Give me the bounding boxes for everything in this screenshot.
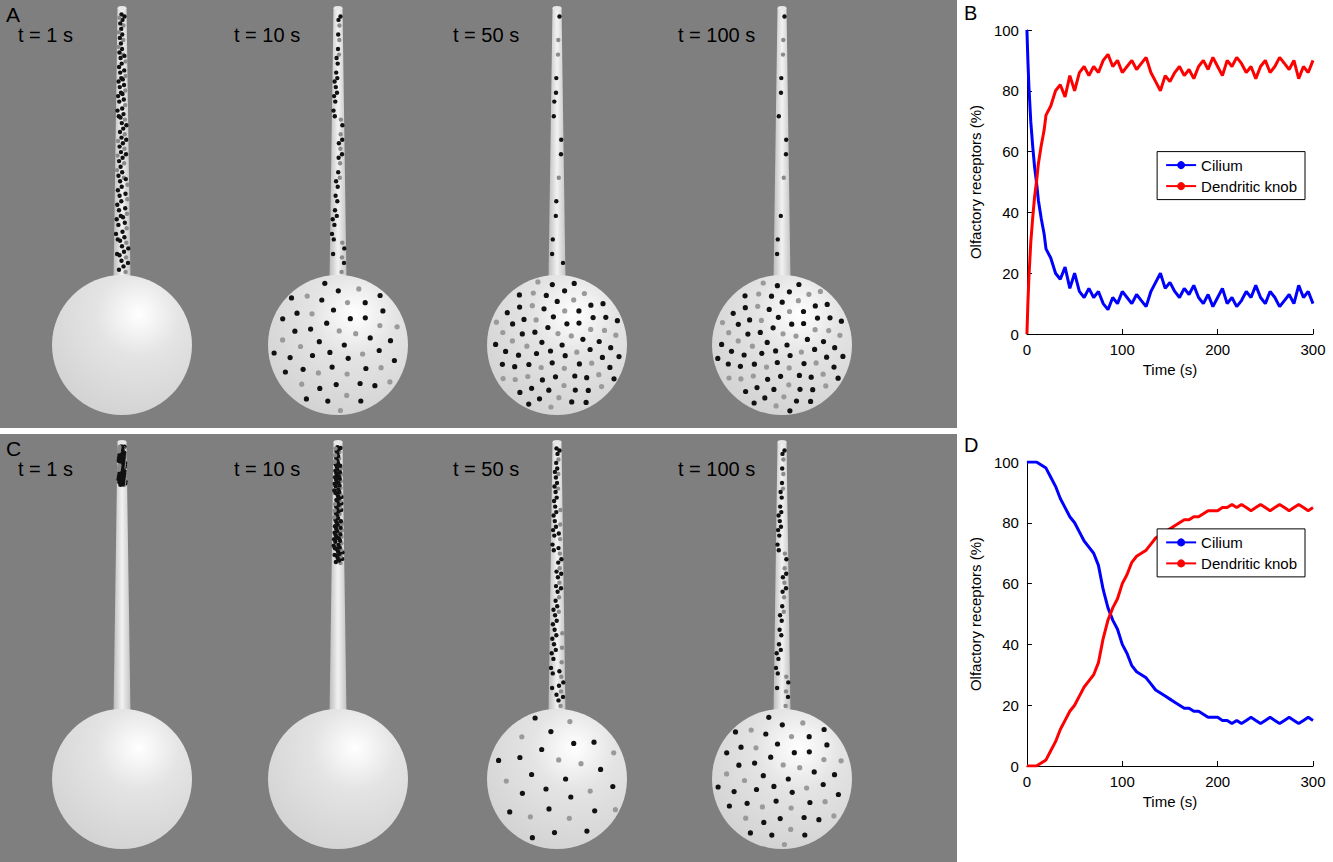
svg-text:Time (s): Time (s) xyxy=(1143,793,1197,810)
svg-text:t = 50 s: t = 50 s xyxy=(453,24,519,46)
svg-text:Olfactory receptors (%): Olfactory receptors (%) xyxy=(967,105,984,259)
svg-text:Olfactory receptors (%): Olfactory receptors (%) xyxy=(967,537,984,691)
svg-text:Dendritic knob: Dendritic knob xyxy=(1201,555,1297,572)
svg-text:Time (s): Time (s) xyxy=(1143,361,1197,378)
svg-text:40: 40 xyxy=(1002,636,1019,653)
svg-text:t = 1 s: t = 1 s xyxy=(18,458,73,480)
svg-text:100: 100 xyxy=(1110,773,1135,790)
svg-text:100: 100 xyxy=(994,22,1019,39)
svg-text:t = 1 s: t = 1 s xyxy=(18,24,73,46)
html-text:D: D xyxy=(964,434,979,456)
svg-text:0: 0 xyxy=(1023,773,1031,790)
svg-text:t = 10 s: t = 10 s xyxy=(234,458,300,480)
svg-text:0: 0 xyxy=(1023,341,1031,358)
svg-text:200: 200 xyxy=(1205,341,1230,358)
svg-text:0: 0 xyxy=(1011,758,1019,775)
svg-text:t = 100 s: t = 100 s xyxy=(678,458,755,480)
svg-text:60: 60 xyxy=(1002,575,1019,592)
svg-text:t = 50 s: t = 50 s xyxy=(453,458,519,480)
svg-text:C: C xyxy=(6,437,21,460)
svg-text:200: 200 xyxy=(1205,773,1230,790)
svg-text:80: 80 xyxy=(1002,514,1019,531)
svg-text:100: 100 xyxy=(994,454,1019,471)
svg-text:Cilium: Cilium xyxy=(1201,157,1243,174)
svg-text:20: 20 xyxy=(1002,265,1019,282)
svg-text:Dendritic knob: Dendritic knob xyxy=(1201,178,1297,195)
svg-text:100: 100 xyxy=(1110,341,1135,358)
svg-text:t = 10 s: t = 10 s xyxy=(234,24,300,46)
svg-text:20: 20 xyxy=(1002,697,1019,714)
html-text:B: B xyxy=(964,2,978,24)
svg-text:80: 80 xyxy=(1002,82,1019,99)
svg-text:A: A xyxy=(6,3,20,26)
svg-text:t = 100 s: t = 100 s xyxy=(678,24,755,46)
svg-text:0: 0 xyxy=(1011,326,1019,343)
svg-text:Cilium: Cilium xyxy=(1201,534,1243,551)
svg-text:300: 300 xyxy=(1300,341,1325,358)
svg-text:40: 40 xyxy=(1002,204,1019,221)
svg-text:60: 60 xyxy=(1002,143,1019,160)
svg-text:300: 300 xyxy=(1300,773,1325,790)
